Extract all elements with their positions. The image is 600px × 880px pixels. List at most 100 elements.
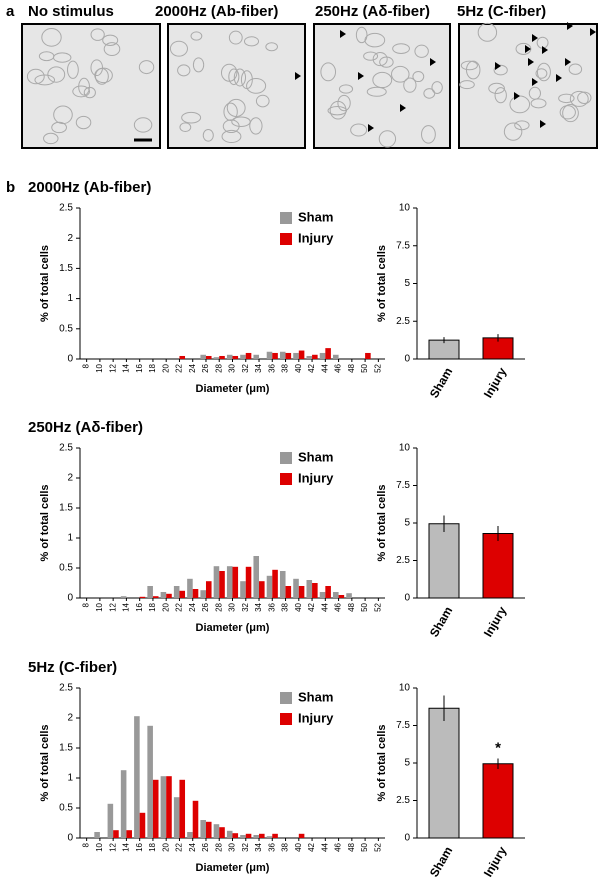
x-tick-label: 12 <box>108 842 117 851</box>
bar <box>192 800 199 838</box>
legend-label: Sham <box>298 209 333 224</box>
panel-label: a <box>6 3 15 20</box>
cell <box>220 63 238 82</box>
cell <box>414 44 429 58</box>
bar <box>219 571 225 598</box>
x-tick-label: 36 <box>267 602 276 611</box>
bar <box>245 833 252 838</box>
bar <box>219 827 225 838</box>
bar <box>226 354 233 359</box>
x-tick-label: 18 <box>148 602 157 611</box>
y-tick-label: 1.5 <box>59 743 73 754</box>
bar <box>240 354 246 359</box>
cell <box>169 40 188 57</box>
bar <box>279 571 286 598</box>
y-tick-label: 2.5 <box>59 203 73 214</box>
cell <box>515 42 532 55</box>
bar <box>94 832 100 838</box>
bar <box>272 352 278 359</box>
legend-swatch <box>280 452 292 464</box>
bar <box>272 569 278 598</box>
y-tick-label: 0 <box>404 354 410 365</box>
y-tick-label: 0 <box>67 593 73 604</box>
cell <box>569 90 589 107</box>
cell <box>190 31 203 41</box>
x-tick-label: 42 <box>307 602 316 611</box>
bar <box>192 589 199 598</box>
cell <box>133 117 153 133</box>
cell <box>75 115 92 130</box>
y-tick-label: 0 <box>67 354 73 365</box>
cell <box>53 52 72 63</box>
x-tick-label: 8 <box>82 602 91 607</box>
bar <box>213 566 220 598</box>
bar <box>200 820 206 838</box>
bar <box>139 596 146 598</box>
bar <box>259 581 265 598</box>
x-tick-label: 12 <box>108 602 117 611</box>
bar <box>147 725 153 838</box>
bar <box>482 763 514 839</box>
y-tick-label: 7.5 <box>396 240 410 251</box>
x-tick-label: 20 <box>161 363 170 372</box>
bar <box>187 832 193 838</box>
bar <box>205 581 212 598</box>
cell <box>363 51 379 61</box>
x-tick-label: 12 <box>108 363 117 372</box>
x-tick-label: 48 <box>347 842 356 851</box>
cell <box>431 81 443 95</box>
micrograph-title: 250Hz (Aδ-fiber) <box>315 3 430 20</box>
chart-title: 250Hz (Aδ-fiber) <box>28 419 143 436</box>
cell <box>102 34 119 46</box>
bar <box>333 592 339 598</box>
y-tick-label: 1 <box>67 293 73 304</box>
cell <box>53 105 73 125</box>
bar <box>173 797 180 838</box>
cell <box>72 85 91 98</box>
x-tick-label: 40 <box>294 363 303 372</box>
legend-label: Injury <box>298 230 334 245</box>
legend-swatch <box>280 212 292 224</box>
y-tick-label: 1.5 <box>59 263 73 274</box>
cell <box>477 22 498 42</box>
x-tick-label: 10 <box>95 602 104 611</box>
y-tick-label: 2 <box>67 713 73 724</box>
y-axis-label: % of total cells <box>39 245 51 322</box>
y-tick-label: 0.5 <box>59 563 73 574</box>
bar <box>152 779 159 838</box>
x-tick-label: 44 <box>320 842 329 851</box>
y-tick-label: 2.5 <box>396 795 410 806</box>
y-tick-label: 0.5 <box>59 323 73 334</box>
y-tick-label: 7.5 <box>396 480 410 491</box>
bar <box>179 590 186 598</box>
bar <box>266 836 273 838</box>
cell <box>67 60 79 79</box>
x-tick-label: 28 <box>214 363 223 372</box>
cell <box>202 128 214 142</box>
cell <box>423 88 436 99</box>
x-tick-label: 46 <box>334 602 343 611</box>
bar <box>306 355 313 359</box>
y-tick-label: 7.5 <box>396 720 410 731</box>
bar <box>179 355 186 359</box>
bar <box>298 833 305 838</box>
bar <box>319 592 326 598</box>
cell <box>530 98 547 109</box>
x-tick-label: 50 <box>360 363 369 372</box>
bar <box>152 596 159 598</box>
cell <box>192 57 205 73</box>
cell <box>378 130 397 148</box>
bar <box>285 586 292 598</box>
legend-label: Injury <box>298 710 334 725</box>
cell-texture <box>26 22 592 148</box>
cell <box>233 68 247 87</box>
cell <box>177 64 191 77</box>
arrowheads <box>295 22 596 132</box>
bar <box>160 776 167 838</box>
x-tick-label: 34 <box>254 602 263 611</box>
x-tick-label: 48 <box>347 602 356 611</box>
y-axis-label: % of total cells <box>376 245 388 322</box>
bar <box>226 830 233 838</box>
bar <box>179 779 186 838</box>
